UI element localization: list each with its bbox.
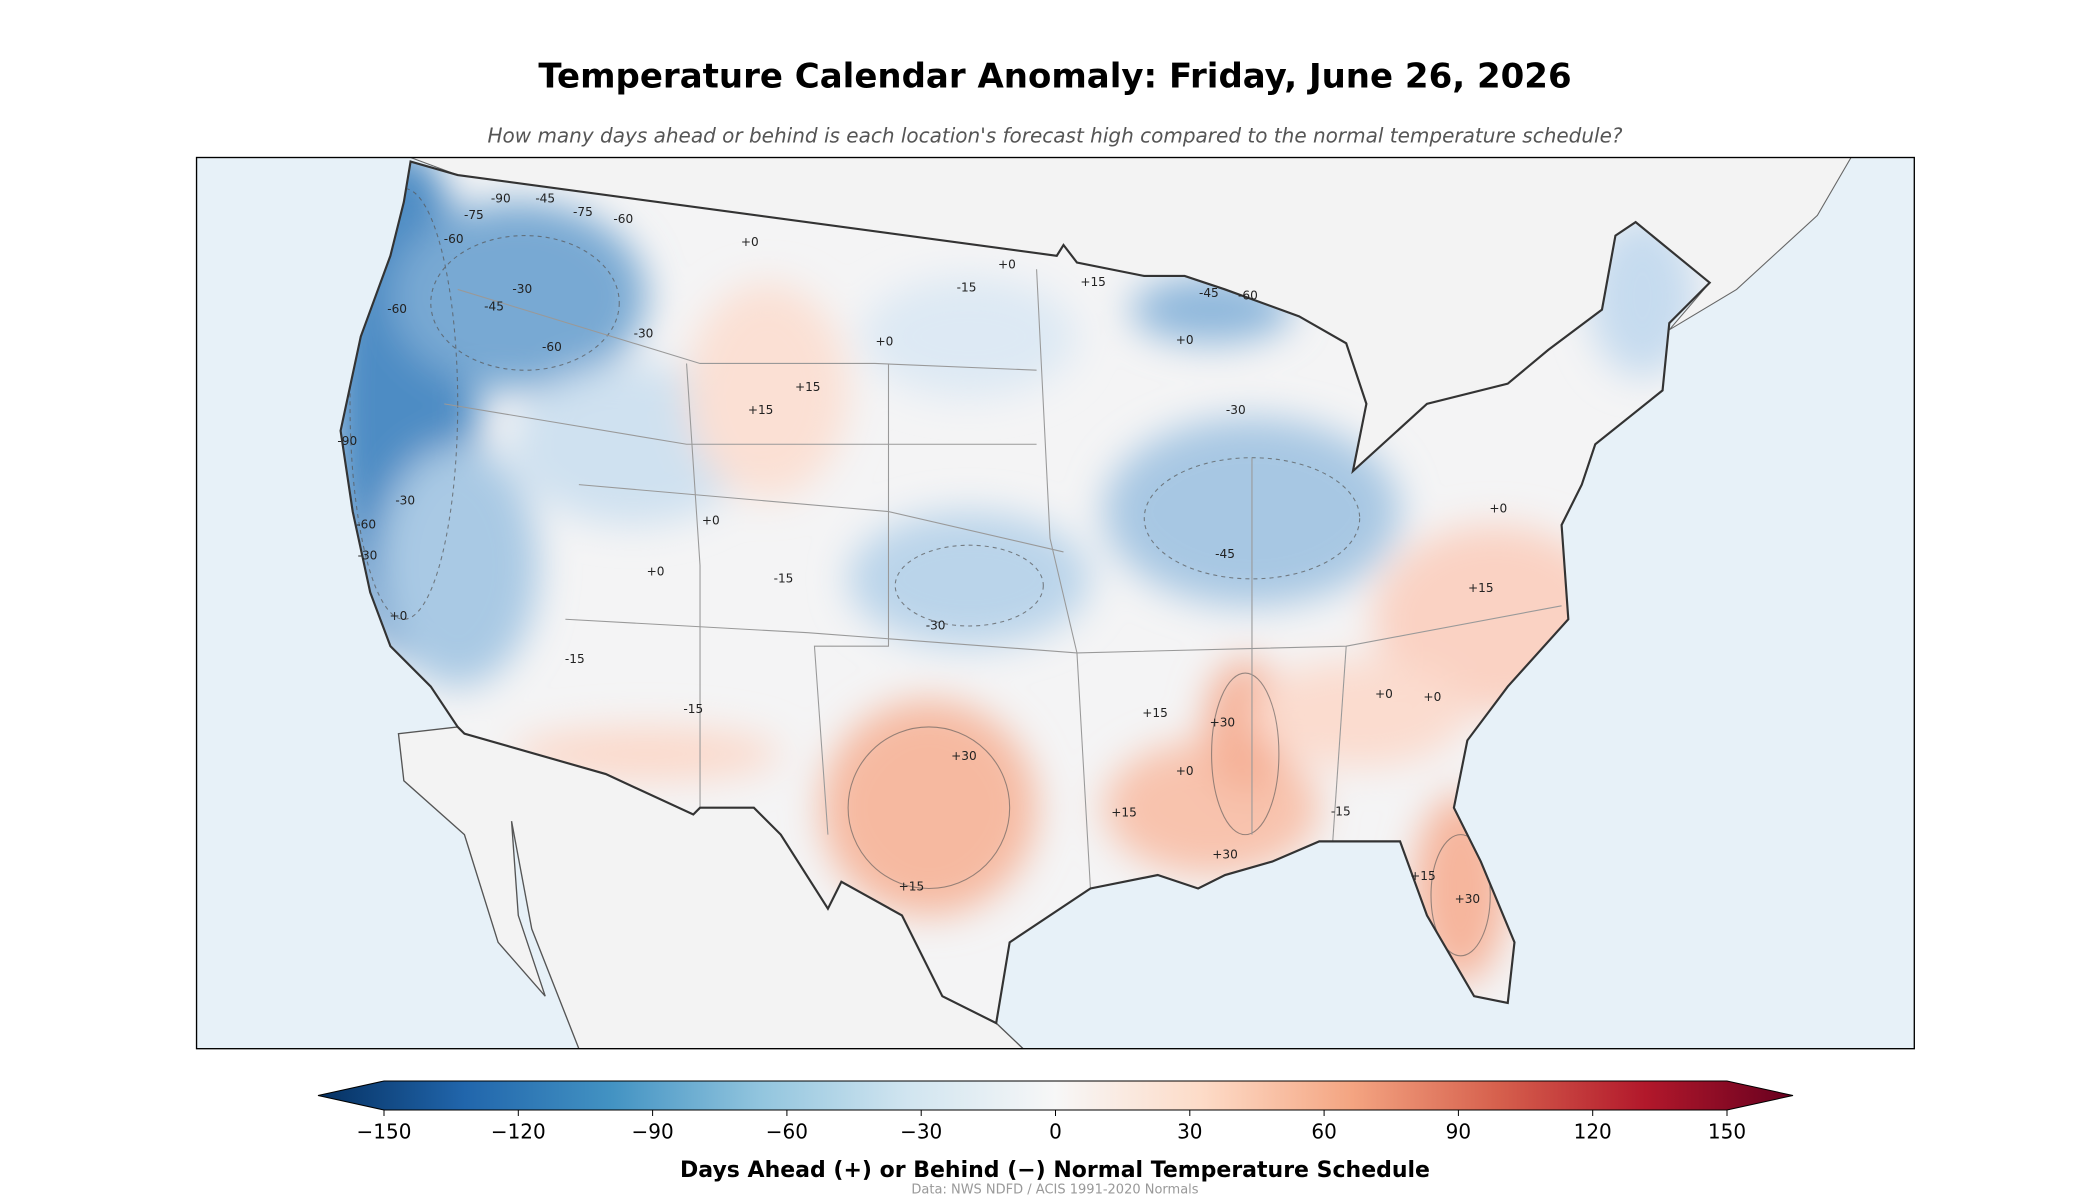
- contour-label: +15: [795, 380, 821, 394]
- contour-label: -45: [1199, 286, 1219, 300]
- colorbar-tick-label: 120: [1574, 1120, 1612, 1144]
- colorbar-tick-label: 90: [1446, 1120, 1471, 1144]
- contour-label: -15: [1331, 804, 1351, 818]
- contour-label: +30: [1210, 715, 1236, 729]
- colorbar-tick-label: −120: [491, 1120, 546, 1144]
- colorbar-tick-label: −30: [900, 1120, 942, 1144]
- contour-label: +0: [647, 565, 665, 579]
- contour-label: +15: [899, 880, 925, 894]
- contour-label: -30: [926, 618, 946, 632]
- contour-label: -30: [358, 548, 378, 562]
- contour-label: +30: [951, 749, 977, 763]
- source-note: Data: NWS NDFD / ACIS 1991-2020 Normals: [911, 1183, 1198, 1198]
- colorbar-label: Days Ahead (+) or Behind (−) Normal Temp…: [680, 1158, 1430, 1183]
- contour-label: +0: [1375, 687, 1393, 701]
- contour-label: -60: [356, 518, 376, 532]
- contour-label: -60: [1238, 289, 1258, 303]
- contour-label: -75: [573, 205, 593, 219]
- map: -45-90-75-60-75 -60-60 -45-30-60-30-90-30-…: [195, 156, 1915, 1050]
- colorbar-tick-label: 0: [1049, 1120, 1062, 1144]
- contour-label: -30: [512, 282, 532, 296]
- colorbar-tick-label: 150: [1708, 1120, 1746, 1144]
- colorbar: −150 −120 −90 −60 −30 0 30 60 90 120 150: [317, 1080, 1794, 1144]
- contour-label: -30: [1226, 403, 1246, 417]
- colorbar-tick-label: −150: [357, 1120, 412, 1144]
- contour-label: +15: [1468, 581, 1494, 595]
- contour-label: -15: [774, 571, 794, 585]
- contour-label: +0: [1176, 333, 1194, 347]
- contour-label: -30: [634, 326, 654, 340]
- contour-label: -75: [464, 208, 484, 222]
- contour-label: -60: [387, 302, 407, 316]
- colorbar-tick-label: 60: [1311, 1120, 1336, 1144]
- contour-label: -15: [565, 652, 585, 666]
- colorbar-fill: [317, 1080, 1794, 1111]
- contour-label: +30: [1455, 892, 1481, 906]
- contour-label: +15: [1080, 275, 1106, 289]
- contour-label: +0: [876, 334, 894, 348]
- contour-label: -90: [491, 192, 511, 206]
- contour-label: +0: [1423, 690, 1441, 704]
- contour-label: -90: [337, 434, 357, 448]
- contour-label: +0: [702, 513, 720, 527]
- contour-label: +0: [1176, 764, 1194, 778]
- contour-label: -15: [683, 702, 703, 716]
- colorbar-tick-label: −90: [631, 1120, 673, 1144]
- state-lines: [444, 269, 1562, 889]
- contour-label: +0: [998, 258, 1016, 272]
- contour-label: +0: [741, 235, 759, 249]
- contour-label: -60: [444, 232, 464, 246]
- contour-label: -45: [1215, 547, 1235, 561]
- contour-label: -30: [395, 493, 415, 507]
- contour-label: -60: [542, 340, 562, 354]
- contour-label: +0: [1489, 501, 1507, 515]
- contour-label: -60: [613, 212, 633, 226]
- contour-label: -15: [957, 281, 977, 295]
- subtitle: How many days ahead or behind is each lo…: [487, 124, 1622, 148]
- contour-label: -45: [484, 299, 504, 313]
- colorbar-tick-label: −60: [766, 1120, 808, 1144]
- contour-label: +15: [1410, 869, 1436, 883]
- contour-label: +15: [748, 403, 774, 417]
- title: Temperature Calendar Anomaly: Friday, Ju…: [538, 57, 1571, 97]
- contour-label: -45: [535, 192, 555, 206]
- contour-label: +15: [1111, 806, 1137, 820]
- contour-label: +30: [1212, 847, 1238, 861]
- contour-label: +0: [390, 609, 408, 623]
- colorbar-tick-label: 30: [1177, 1120, 1202, 1144]
- map-frame: [195, 156, 1915, 1050]
- contour-label: +15: [1142, 706, 1168, 720]
